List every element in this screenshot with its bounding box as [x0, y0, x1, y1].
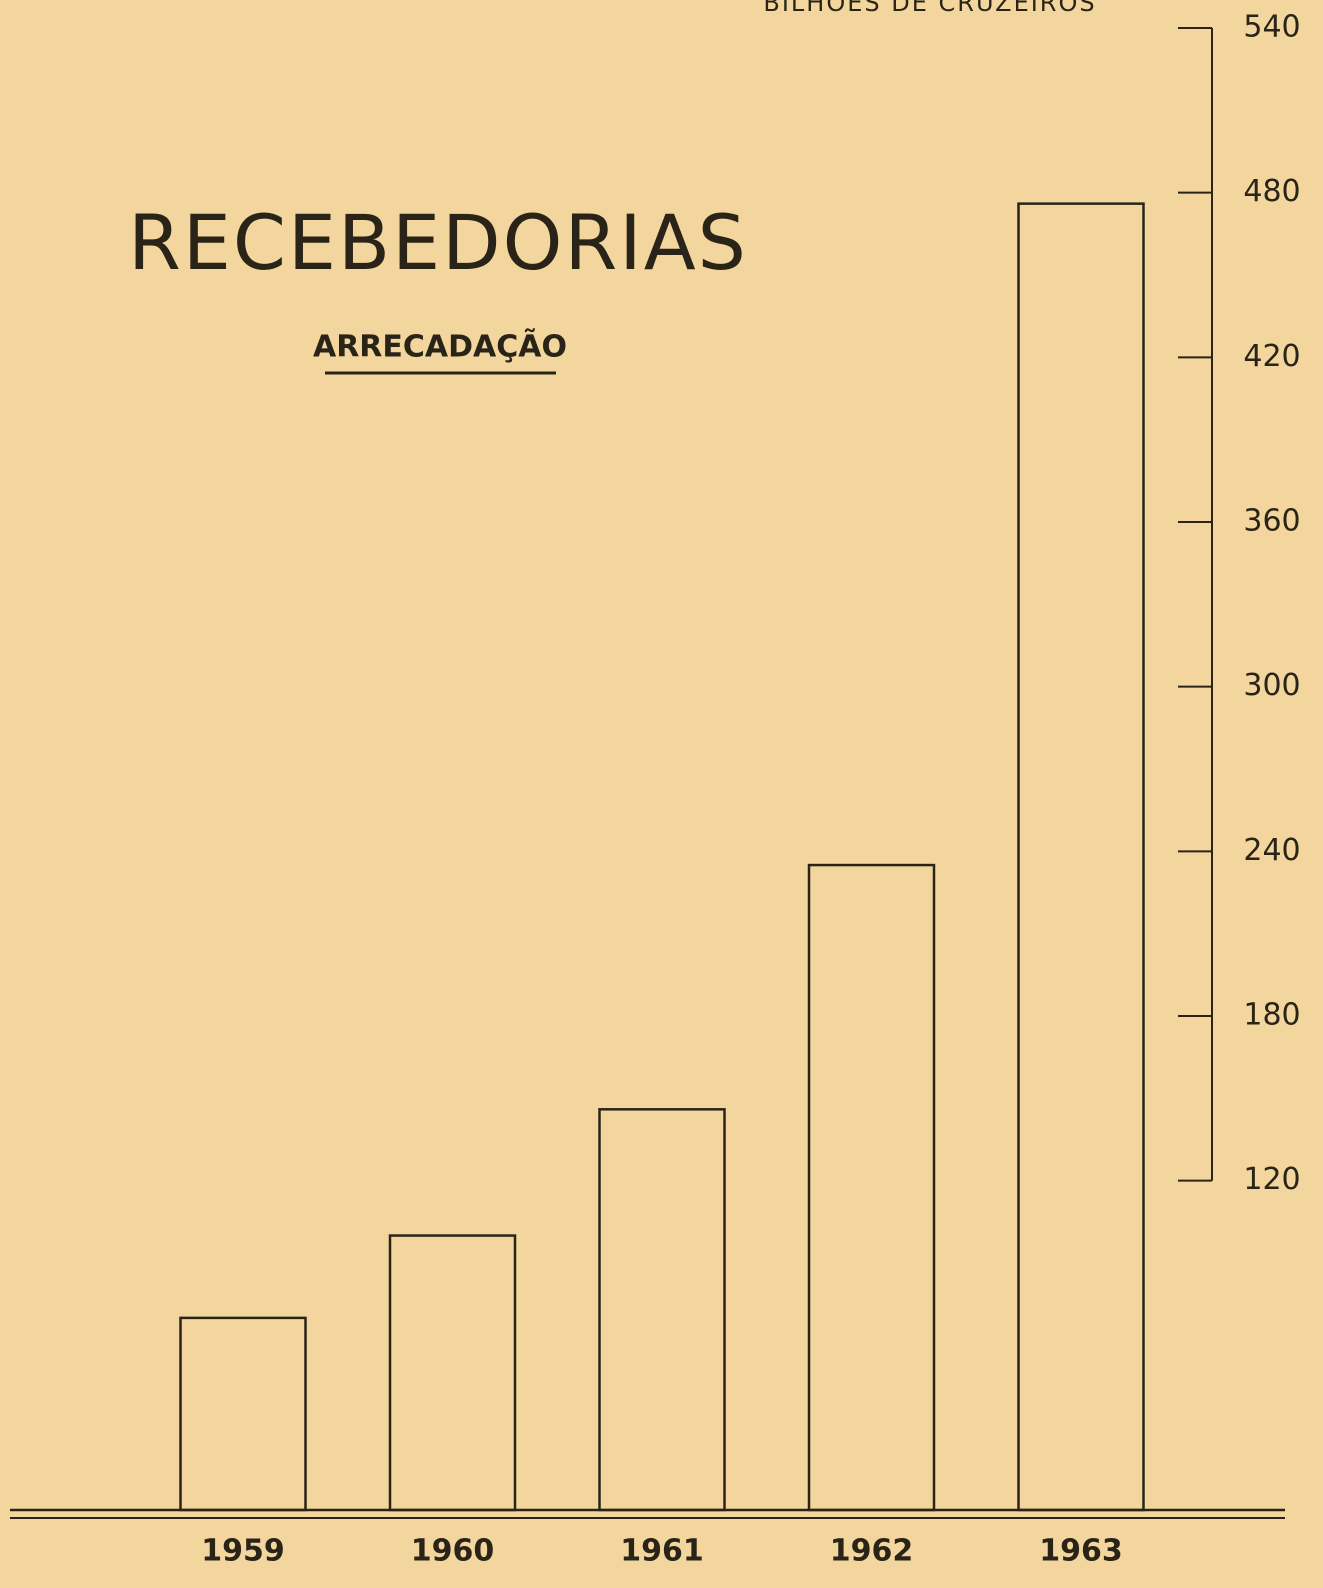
chart-subtitle: ARRECADAÇÃO: [313, 328, 567, 365]
chart-title: RECEBEDORIAS: [128, 198, 748, 287]
bar: [807, 863, 936, 1512]
x-tick-label: 1961: [620, 1534, 704, 1569]
y-tick-label: 360: [1243, 504, 1300, 539]
y-tick-label: 420: [1243, 339, 1300, 374]
bar: [1017, 202, 1145, 1512]
x-tick-label: 1960: [411, 1534, 495, 1569]
x-tick-label: 1963: [1039, 1534, 1123, 1569]
y-axis-title: BILHÕES DE CRUZEIROS: [763, 0, 1096, 17]
x-tick-label: 1959: [201, 1534, 285, 1569]
x-tick-label: 1962: [830, 1534, 914, 1569]
y-tick-label: 240: [1243, 833, 1300, 868]
y-tick-label: 300: [1243, 668, 1300, 703]
bar: [598, 1108, 726, 1512]
y-tick-label: 180: [1243, 998, 1300, 1033]
y-tick-label: 480: [1243, 174, 1300, 209]
bar: [388, 1234, 517, 1512]
y-tick-label: 120: [1243, 1162, 1300, 1197]
bar: [179, 1316, 307, 1512]
y-tick-label: 540: [1243, 10, 1300, 45]
